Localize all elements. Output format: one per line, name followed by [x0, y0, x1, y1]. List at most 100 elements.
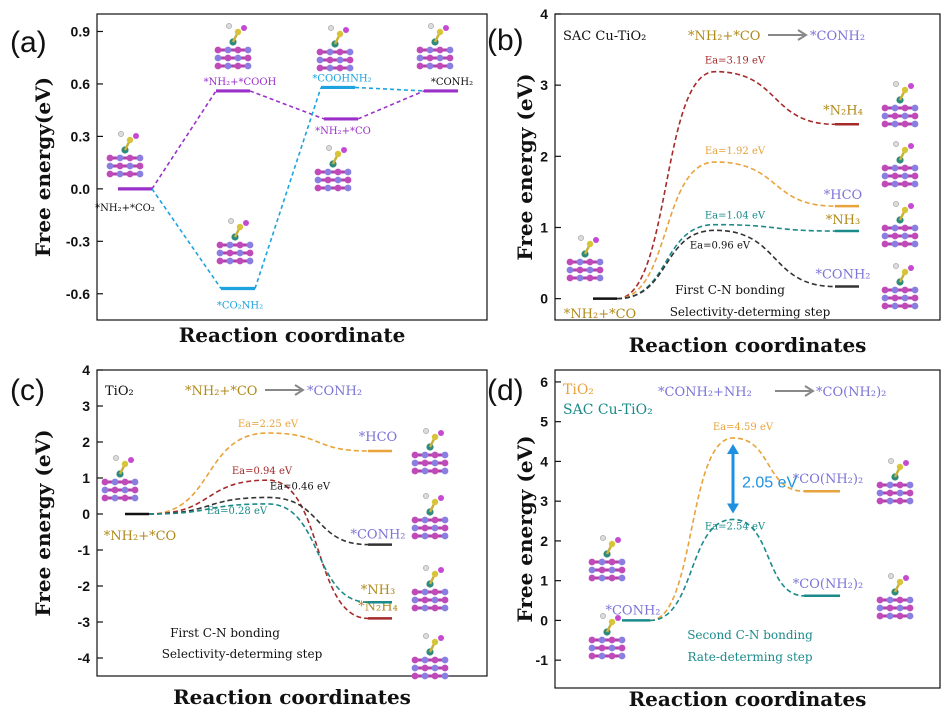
slab-atom	[106, 154, 114, 162]
reaction-arrow-icon	[265, 384, 305, 396]
path-connector	[151, 188, 222, 289]
path-connector	[254, 87, 322, 289]
slab-atom	[101, 478, 109, 486]
slab-atom	[896, 497, 904, 505]
slab-atom	[891, 120, 899, 128]
slab-atom	[901, 232, 909, 240]
slab-atom	[596, 274, 604, 282]
slab-atom	[324, 184, 332, 192]
slab-atom	[441, 596, 449, 604]
y-tick-label: 0.0	[71, 181, 91, 197]
y-tick-label: 0.3	[71, 128, 91, 144]
slab-atom	[881, 120, 889, 128]
slab-atom	[214, 46, 222, 54]
slab-atom	[101, 494, 109, 502]
slab-atom	[896, 612, 904, 620]
structure-model-icon	[316, 25, 354, 72]
slab-atom	[891, 286, 899, 294]
reaction-lhs: *NH₂+*CO	[185, 384, 257, 399]
y-tick-label: 1	[82, 470, 90, 486]
slab-atom	[421, 656, 429, 664]
slab-atom	[431, 451, 439, 459]
slab-atom	[891, 172, 899, 180]
adsorbate-atom	[226, 23, 232, 29]
structure-model-icon	[216, 218, 254, 265]
slab-atom	[421, 604, 429, 612]
adsorbate-atom	[593, 237, 599, 243]
slab-atom	[411, 656, 419, 664]
y-tick-label: 0	[82, 506, 90, 522]
adsorbate-atom	[600, 613, 606, 619]
slab-atom	[618, 652, 626, 660]
structure-model-icon	[106, 131, 144, 178]
slab-atom	[896, 481, 904, 489]
y-tick-label: 4	[82, 362, 90, 378]
slab-atom	[421, 467, 429, 475]
product-label: *NH₃	[361, 583, 395, 598]
slab-atom	[346, 48, 354, 56]
adsorbate-atom	[326, 145, 332, 151]
y-tick-label: 0	[540, 612, 548, 628]
slab-atom	[896, 489, 904, 497]
adsorbate-atom	[901, 268, 909, 276]
slab-atom	[891, 240, 899, 248]
reaction-lhs: *NH₂+*CO	[688, 29, 760, 44]
slab-atom	[244, 46, 252, 54]
adsorbate-atom	[431, 570, 439, 578]
y-tick-label: 6	[540, 374, 548, 390]
adsorbate-atom	[341, 147, 347, 153]
slab-atom	[608, 636, 616, 644]
adsorbate-atom	[336, 30, 344, 38]
slab-atom	[901, 112, 909, 120]
slab-atom	[344, 176, 352, 184]
product-label: *CO(NH₂)₂	[793, 577, 863, 592]
slab-atom	[911, 240, 919, 248]
slab-atom	[901, 302, 909, 310]
adsorbate-atom	[343, 27, 349, 33]
slab-atom	[416, 46, 424, 54]
reaction-rhs: *CONH₂	[810, 29, 865, 44]
note-text: Second C-N bonding	[687, 628, 813, 642]
slab-atom	[411, 596, 419, 604]
slab-atom	[576, 266, 584, 274]
plot-frame	[554, 369, 941, 689]
x-axis-label: Reaction coordinates	[629, 333, 867, 357]
y-axis-label: Free energy (eV)	[31, 429, 55, 616]
adsorbate-atom	[893, 263, 899, 269]
slab-atom	[586, 258, 594, 266]
slab-atom	[906, 489, 914, 497]
y-tick-label: 2	[540, 533, 548, 549]
structure-model-icon	[314, 145, 352, 192]
slab-atom	[446, 54, 454, 62]
slab-atom	[881, 112, 889, 120]
slab-atom	[876, 497, 884, 505]
slab-atom	[876, 612, 884, 620]
slab-atom	[586, 274, 594, 282]
slab-atom	[588, 636, 596, 644]
activation-energy-label: Ea=0.28 eV	[207, 506, 268, 517]
slab-atom	[126, 154, 134, 162]
adsorbate-atom	[423, 633, 429, 639]
slab-atom	[911, 232, 919, 240]
slab-atom	[608, 644, 616, 652]
y-tick-label: 2	[540, 148, 548, 164]
y-tick-label: 0	[540, 291, 548, 307]
slab-atom	[901, 224, 909, 232]
slab-atom	[314, 184, 322, 192]
slab-atom	[886, 596, 894, 604]
slab-atom	[618, 558, 626, 566]
note-text: Rate-determing step	[687, 650, 812, 664]
slab-atom	[346, 64, 354, 72]
reaction-path-curve	[616, 223, 836, 300]
slab-atom	[588, 558, 596, 566]
slab-atom	[246, 249, 254, 257]
slab-atom	[426, 62, 434, 70]
adsorbate-atom	[121, 460, 129, 468]
slab-atom	[326, 48, 334, 56]
adsorbate-atom	[901, 86, 909, 94]
activation-energy-label: Ea=1.92 eV	[705, 146, 766, 157]
slab-atom	[111, 494, 119, 502]
structure-model-icon	[566, 235, 604, 282]
slab-atom	[421, 588, 429, 596]
slab-atom	[421, 451, 429, 459]
